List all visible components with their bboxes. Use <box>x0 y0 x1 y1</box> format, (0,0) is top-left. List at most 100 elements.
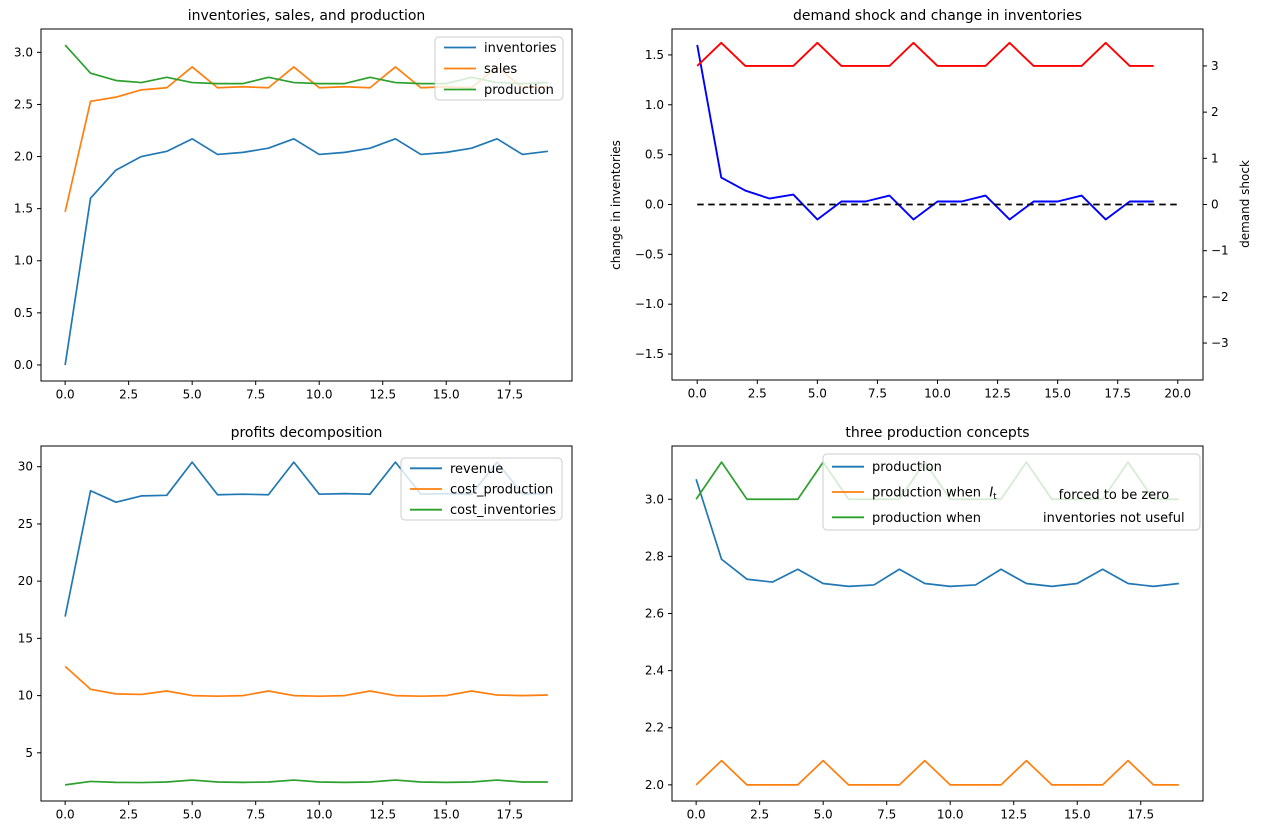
x-tick-label: 12.5 <box>984 387 1011 401</box>
y-tick-label: 0.5 <box>645 148 664 162</box>
x-tick-label: 15.0 <box>1044 387 1071 401</box>
x-axis: 0.0 2.5 5.0 7.5 10.0 12.5 15.0 17.5 <box>56 801 523 822</box>
x-tick-label: 2.5 <box>119 388 138 402</box>
y-tick-label: 20 <box>18 574 33 588</box>
x-tick-label: 17.5 <box>496 388 523 402</box>
series-production-when-i-t-forced-to-be-zero <box>695 759 1179 786</box>
x-tick-label: 10.0 <box>924 387 951 401</box>
x-tick-label: 5.0 <box>814 808 833 822</box>
y-tick-label: −1 <box>1211 244 1229 258</box>
x-tick-label: 0.0 <box>56 808 75 822</box>
y-tick-label: 2.4 <box>645 664 664 678</box>
chart-title: inventories, sales, and production <box>188 8 426 24</box>
x-tick-label: 2.5 <box>750 808 769 822</box>
chart-profits-decomposition: 0.0 2.5 5.0 7.5 10.0 12.5 15.0 17.5 5 10 15 20 25 30 p… <box>18 425 573 822</box>
x-axis: 0.0 2.5 5.0 7.5 10.0 12.5 15.0 17.5 20.0 <box>688 380 1191 401</box>
x-tick-label: 0.0 <box>688 387 707 401</box>
x-tick-label: 0.0 <box>56 388 75 402</box>
y-tick-label: 2.0 <box>14 150 33 164</box>
x-tick-label: 5.0 <box>808 387 827 401</box>
y-tick-label: 2.6 <box>645 607 664 621</box>
y-tick-label: −2 <box>1211 290 1229 304</box>
plot-spines <box>40 28 573 382</box>
y-axis-left: 0.0 0.5 1.0 1.5 2.0 2.5 3.0 <box>14 45 41 372</box>
y-tick-label: 2.5 <box>14 97 33 111</box>
legend: inventories sales production <box>434 36 564 101</box>
x-tick-label: 15.0 <box>1064 808 1091 822</box>
y-tick-label: 10 <box>18 689 33 703</box>
series-change-in-inventories <box>696 44 1154 221</box>
chart-demand-shock-change-in-inventories: 0.0 2.5 5.0 7.5 10.0 12.5 15.0 17.5 20.0−1.5−1.0… <box>609 8 1252 401</box>
y-tick-label: 2.8 <box>645 549 664 563</box>
x-tick-label: 10.0 <box>937 808 964 822</box>
legend-label: production when It forced to be zero <box>872 486 1169 504</box>
series-production <box>695 479 1179 588</box>
x-tick-label: 7.5 <box>877 808 896 822</box>
y-tick-label: 1.0 <box>14 254 33 268</box>
x-tick-label: 2.5 <box>748 387 767 401</box>
y-axis-left: −1.5 −1.0 −0.5 0.0 0.5 1.0 1.5 change in invent… <box>609 48 672 361</box>
y-tick-label: 5 <box>25 746 33 760</box>
y-tick-label: 0.0 <box>14 358 33 372</box>
y-tick-label: 15 <box>18 631 33 645</box>
y-tick-label: 3.0 <box>645 492 664 506</box>
y-tick-label: 0.5 <box>14 306 33 320</box>
x-tick-label: 5.0 <box>183 808 202 822</box>
x-tick-label: 10.0 <box>306 808 333 822</box>
series-group <box>696 41 1178 221</box>
y-tick-label: −1.0 <box>635 297 664 311</box>
x-tick-label: 0.0 <box>687 808 706 822</box>
chart-three-production-concepts: 0.0 2.5 5.0 7.5 10.0 12.5 15.0 17.5 2.0 2.2 2.4 2.6… <box>645 425 1204 822</box>
chart-title: profits decomposition <box>231 425 383 441</box>
y-tick-label: 3.0 <box>14 45 33 59</box>
y-tick-label: −3 <box>1211 336 1229 350</box>
legend-label: revenue <box>450 462 503 477</box>
legend-label: production <box>484 83 554 98</box>
series-cost-production <box>64 665 548 698</box>
legend-label: cost_inventories <box>450 503 556 518</box>
legend: production production when It forced to b… <box>822 453 1201 531</box>
y-axis-right: −3 −2 −1 0 1 2 3 demand shock <box>1203 59 1252 350</box>
y-tick-label: −1.5 <box>635 347 664 361</box>
x-axis: 0.0 2.5 5.0 7.5 10.0 12.5 15.0 17.5 <box>687 801 1154 822</box>
y-tick-label: −0.5 <box>635 247 664 261</box>
plot-spines <box>671 445 1204 802</box>
legend-label: cost_production <box>450 483 553 498</box>
legend: revenue cost_production cost_inventories <box>400 457 563 521</box>
y-axis-label-left: change in inventories <box>609 140 623 270</box>
series-cost-inventories <box>65 779 548 786</box>
legend-box <box>400 457 563 521</box>
x-tick-label: 12.5 <box>369 388 396 402</box>
y-tick-label: 2 <box>1211 105 1219 119</box>
legend-label: inventories <box>484 41 557 56</box>
y-axis-left: 2.0 2.2 2.4 2.6 2.8 3.0 <box>645 492 672 792</box>
x-axis: 0.0 2.5 5.0 7.5 10.0 12.5 15.0 17.5 <box>56 381 523 402</box>
chart-title: demand shock and change in inventories <box>793 8 1082 24</box>
y-tick-label: 1.5 <box>645 48 664 62</box>
legend-label: sales <box>484 62 517 77</box>
x-tick-label: 2.5 <box>119 808 138 822</box>
legend-label: production <box>872 460 942 475</box>
x-tick-label: 10.0 <box>306 388 333 402</box>
x-tick-label: 12.5 <box>1000 808 1027 822</box>
y-tick-label: 25 <box>18 517 33 531</box>
x-tick-label: 5.0 <box>183 388 202 402</box>
y-tick-label: 1.5 <box>14 202 33 216</box>
x-tick-label: 20.0 <box>1164 387 1191 401</box>
plot-spines <box>40 445 573 802</box>
legend-label: production when inventories not useful <box>872 511 1185 526</box>
x-tick-label: 17.5 <box>1127 808 1154 822</box>
x-tick-label: 12.5 <box>369 808 396 822</box>
y-tick-label: 0 <box>1211 198 1219 212</box>
x-tick-label: 7.5 <box>246 388 265 402</box>
y-tick-label: 0.0 <box>645 198 664 212</box>
x-tick-label: 7.5 <box>868 387 887 401</box>
x-tick-label: 17.5 <box>1104 387 1131 401</box>
y-tick-label: 1 <box>1211 151 1219 165</box>
y-tick-label: 30 <box>18 460 33 474</box>
chart-inventories-sales-production: 0.0 2.5 5.0 7.5 10.0 12.5 15.0 17.5 0.0 0.5 1.0 1.5… <box>14 8 573 402</box>
y-tick-label: 2.0 <box>645 778 664 792</box>
x-tick-label: 17.5 <box>496 808 523 822</box>
